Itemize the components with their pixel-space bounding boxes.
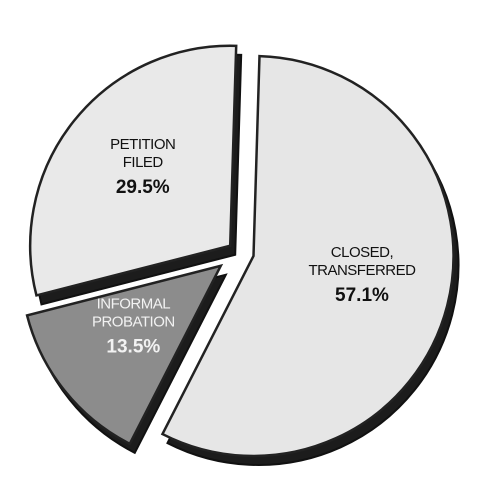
slice <box>25 263 224 446</box>
value-label: 13.5% <box>106 337 160 358</box>
slice <box>160 54 455 458</box>
slice <box>28 44 238 297</box>
slice-label: CLOSED, TRANSFERRED <box>308 244 416 279</box>
value-label: 57.1% <box>335 285 389 306</box>
slice-label: PETITION FILED <box>110 136 175 171</box>
slice-label: INFORMAL PROBATION <box>92 296 175 331</box>
value-label: 29.5% <box>116 177 170 198</box>
